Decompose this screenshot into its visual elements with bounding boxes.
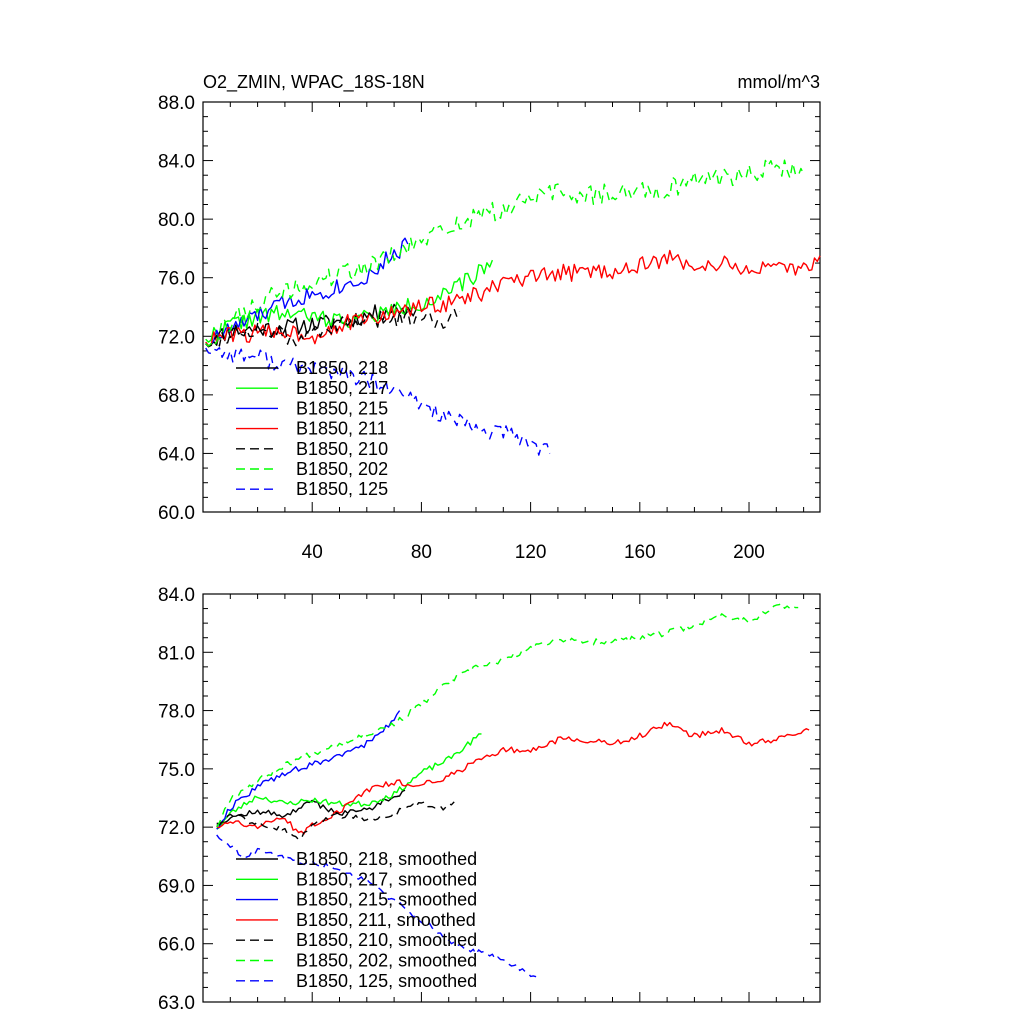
y-tick-label: 69.0 (158, 876, 195, 897)
y-tick-label: 72.0 (158, 327, 195, 348)
legend-label: B1850, 125 (296, 479, 388, 499)
legend-label: B1850, 202, smoothed (296, 951, 477, 971)
legend-label: B1850, 202 (296, 459, 388, 479)
y-tick-label: 64.0 (158, 444, 195, 465)
legend-label: B1850, 218 (296, 358, 388, 378)
legend-label: B1850, 211, smoothed (296, 910, 476, 930)
series-line-1-6 (216, 834, 537, 978)
series-line-0-1 (205, 259, 494, 343)
y-tick-label: 75.0 (158, 760, 195, 781)
top-panel-units: mmol/m^3 (738, 72, 820, 92)
x-tick-label: 80 (411, 542, 432, 563)
series-line-1-3 (216, 721, 810, 835)
series-line-0-5 (205, 159, 805, 347)
y-tick-label: 68.0 (158, 386, 195, 407)
x-tick-label: 160 (624, 542, 656, 563)
legend-label: B1850, 215 (296, 398, 388, 418)
y-tick-label: 81.0 (158, 643, 195, 664)
legend-label: B1850, 210, smoothed (296, 930, 477, 950)
series-line-1-2 (216, 710, 401, 830)
legend-label: B1850, 217, smoothed (296, 869, 477, 889)
top-panel-title: O2_ZMIN, WPAC_18S-18N (203, 72, 425, 93)
legend-label: B1850, 125, smoothed (296, 971, 477, 991)
legend-label: B1850, 218, smoothed (296, 849, 477, 869)
series-line-0-2 (205, 237, 409, 348)
y-tick-label: 60.0 (158, 503, 195, 524)
bottom-panel: 63.0 66.0 69.0 72.0 75.0 78.0 81.0 84.0 B1850, 2… (158, 585, 821, 1014)
y-tick-label: 76.0 (158, 269, 195, 290)
y-tick-label: 63.0 (158, 993, 195, 1014)
x-tick-label: 120 (515, 542, 547, 563)
legend-label: B1850, 211 (296, 419, 387, 439)
y-tick-label: 88.0 (158, 93, 195, 114)
legend-label: B1850, 210 (296, 439, 388, 459)
x-tick-label: 40 (302, 542, 323, 563)
y-tick-label: 84.0 (158, 152, 195, 173)
series-line-0-3 (205, 249, 821, 347)
legend-label: B1850, 217 (296, 378, 388, 398)
top-panel: O2_ZMIN, WPAC_18S-18N mmol/m^3 60.0 64.0 6… (158, 72, 821, 563)
y-tick-label: 66.0 (158, 935, 195, 956)
y-tick-label: 84.0 (158, 585, 195, 606)
y-tick-label: 72.0 (158, 818, 195, 839)
y-tick-label: 80.0 (158, 210, 195, 231)
series-line-1-4 (216, 801, 455, 841)
series-line-1-5 (216, 602, 799, 828)
legend-label: B1850, 215, smoothed (296, 890, 477, 910)
x-tick-label: 200 (733, 542, 765, 563)
series-line-1-1 (216, 733, 482, 830)
series-line-0-4 (205, 308, 461, 348)
y-tick-label: 78.0 (158, 702, 195, 723)
